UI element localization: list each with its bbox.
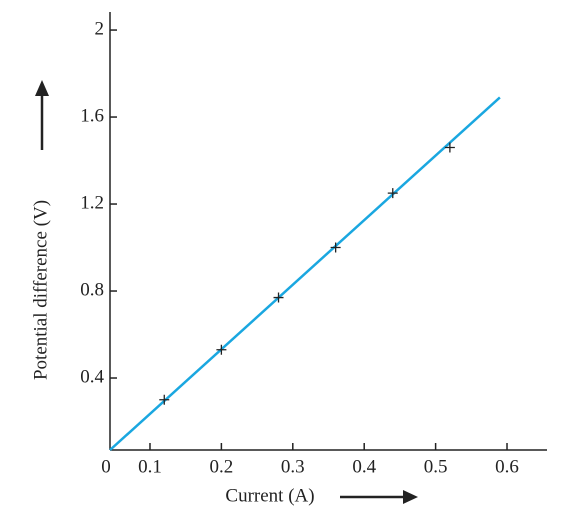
y-tick-label: 1.2 [80, 192, 104, 213]
y-tick-label: 0.8 [80, 279, 104, 300]
data-point [273, 292, 284, 303]
x-tick-label: 0.3 [281, 456, 305, 477]
y-axis-label: Potential difference (V) [30, 200, 51, 380]
x-tick-label: 0.6 [495, 456, 519, 477]
origin-label: 0 [101, 456, 111, 477]
x-tick-label: 0.1 [138, 456, 162, 477]
y-arrow [35, 80, 49, 150]
data-point [159, 394, 170, 405]
data-point [216, 344, 227, 355]
fit-line [109, 96, 501, 451]
x-arrow [340, 490, 418, 504]
y-tick-label: 0.4 [80, 366, 104, 387]
data-point [387, 188, 398, 199]
x-tick-label: 0.4 [352, 456, 376, 477]
y-tick-label: 1.6 [80, 105, 104, 126]
x-tick-label: 0.5 [424, 456, 448, 477]
x-axis-label: Current (A) [225, 485, 314, 506]
data-point [444, 142, 455, 153]
y-tick-label: 2 [95, 18, 105, 39]
x-tick-label: 0.2 [210, 456, 234, 477]
data-point [330, 242, 341, 253]
